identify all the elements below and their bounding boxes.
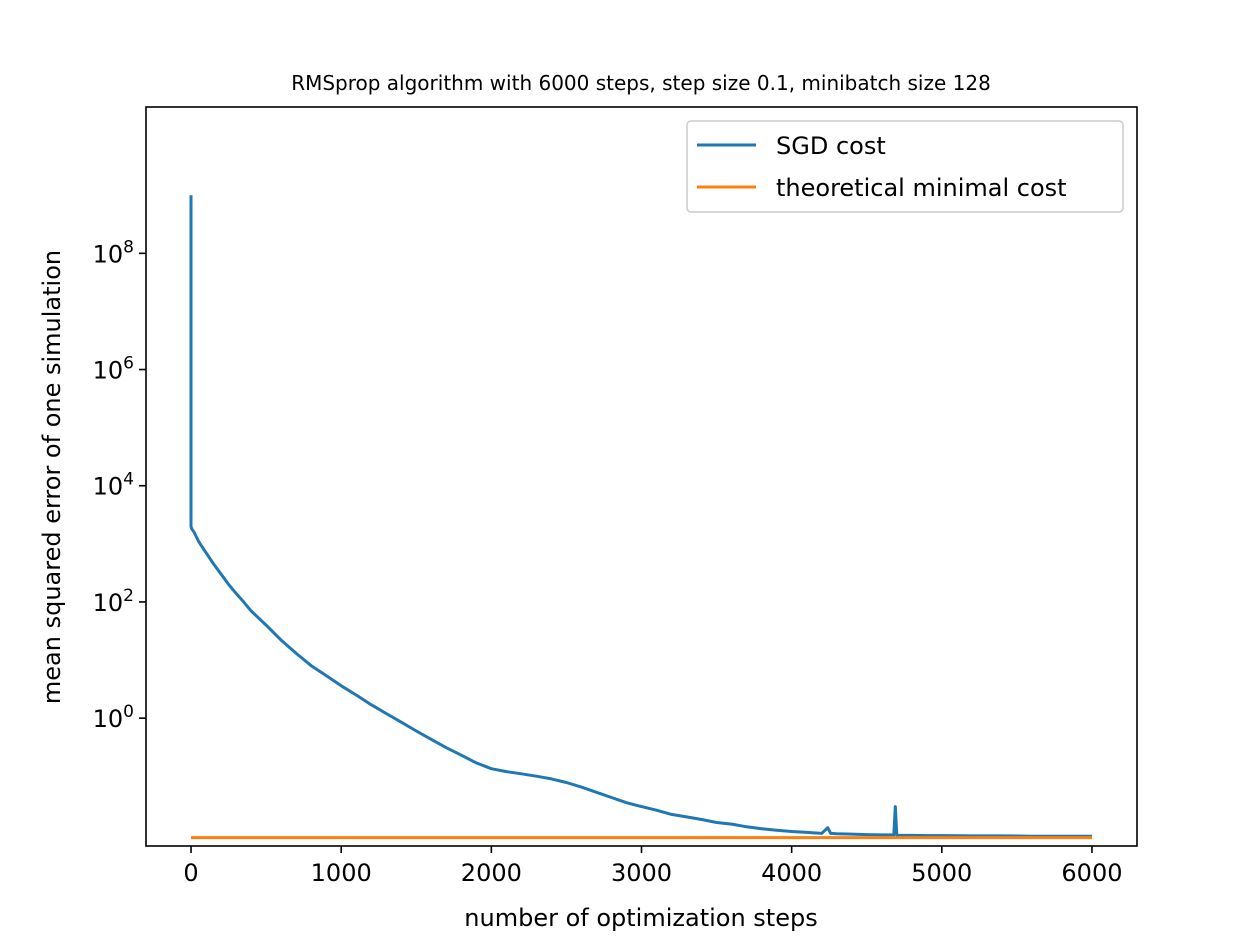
x-axis-ticks: 0 1000 2000 3000 4000 5000 6000	[183, 846, 1122, 887]
x-tick-label: 2000	[461, 859, 522, 887]
legend-box	[686, 120, 1124, 213]
x-tick-label: 6000	[1061, 859, 1122, 887]
y-tick-label: 102	[93, 586, 134, 617]
y-tick-label: 106	[93, 354, 134, 385]
plot-area	[146, 107, 1137, 846]
x-tick-label: 0	[183, 859, 198, 887]
chart-title: RMSprop algorithm with 6000 steps, step …	[291, 71, 991, 95]
x-axis-label: number of optimization steps	[464, 904, 817, 932]
series-line-sgd-cost	[189, 195, 1092, 838]
y-axis-ticks: 100 102 104 106 108	[93, 237, 146, 733]
y-tick-label: 104	[93, 470, 134, 501]
x-tick-label: 3000	[611, 859, 672, 887]
series-layer	[189, 195, 1092, 840]
x-tick-label: 1000	[311, 859, 372, 887]
x-tick-label: 4000	[761, 859, 822, 887]
legend-label-theoretical-minimal-cost: theoretical minimal cost	[776, 174, 1067, 202]
y-tick-label: 100	[93, 702, 134, 733]
legend-label-sgd-cost: SGD cost	[776, 132, 886, 160]
x-tick-label: 5000	[911, 859, 972, 887]
y-axis-label: mean squared error of one simulation	[38, 250, 66, 704]
legend: SGD cost theoretical minimal cost	[686, 120, 1124, 213]
y-tick-label: 108	[93, 237, 134, 268]
